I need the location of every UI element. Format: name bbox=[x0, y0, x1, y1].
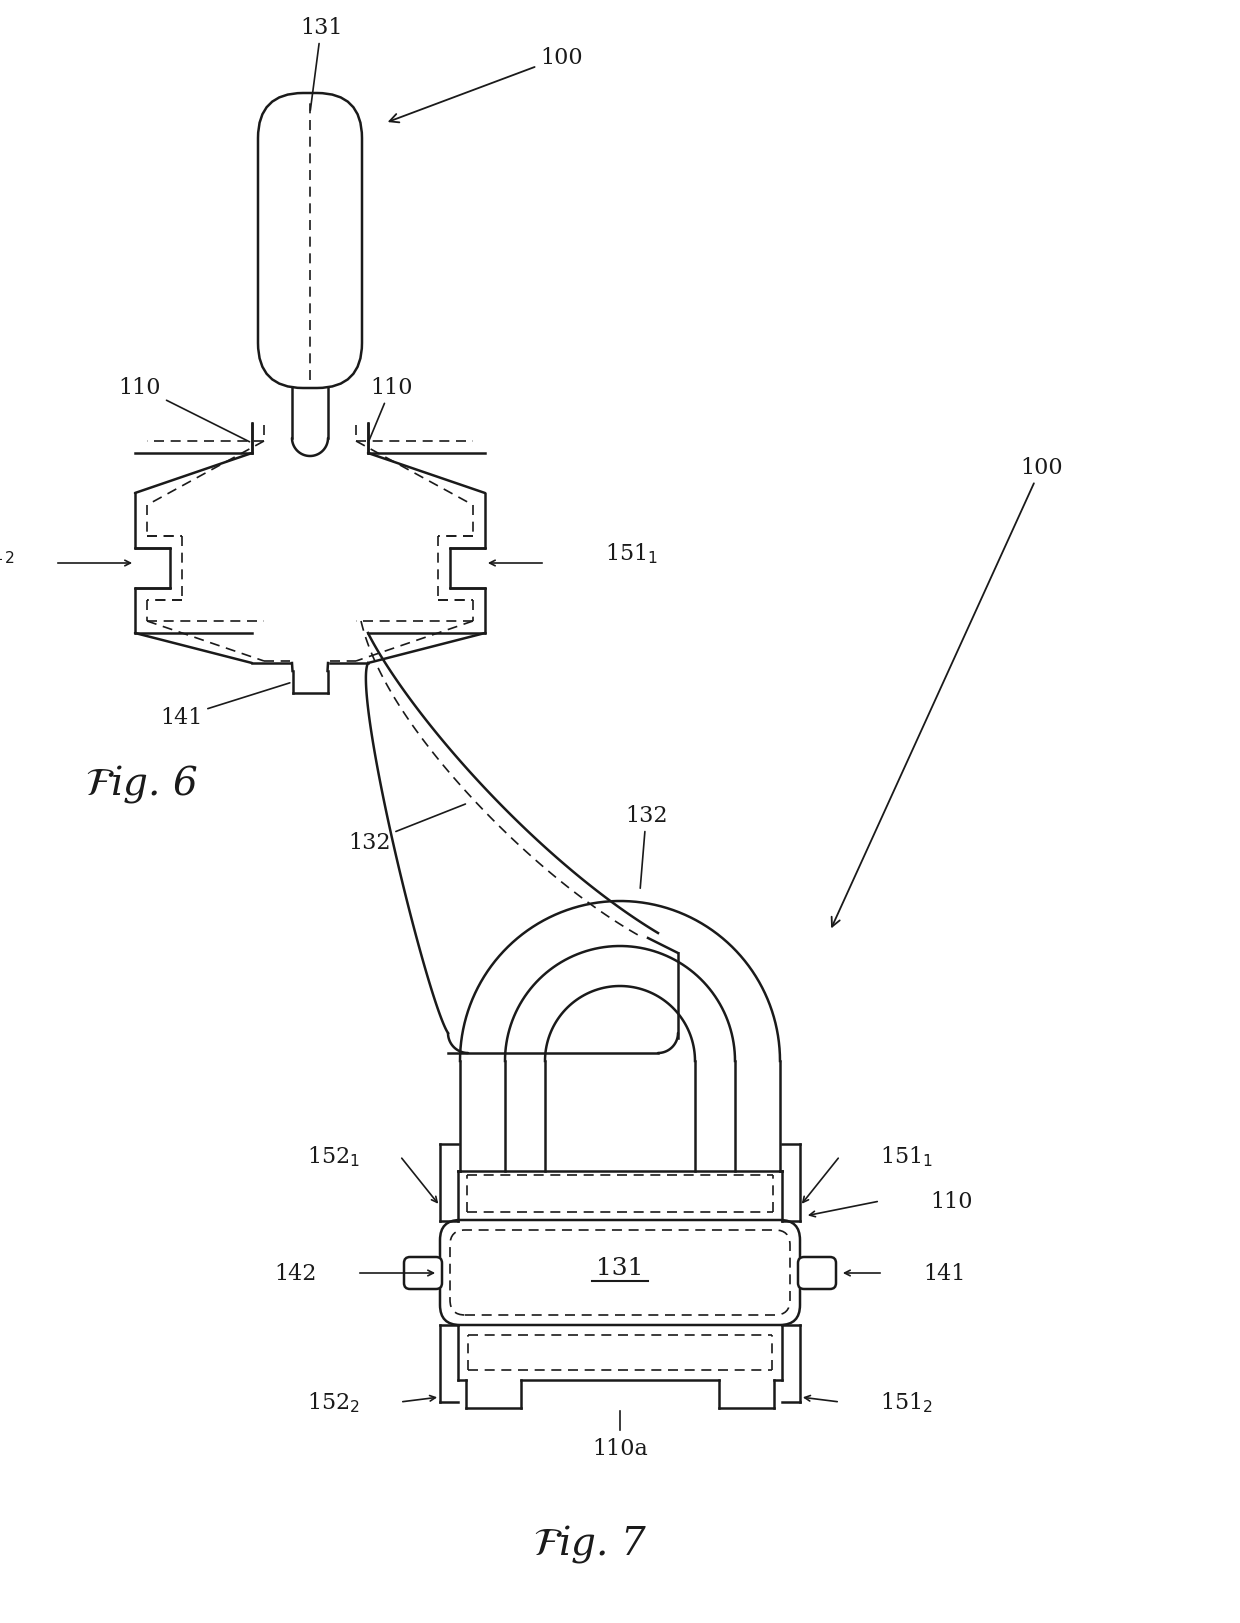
Text: 151$_1$: 151$_1$ bbox=[880, 1144, 932, 1169]
Text: 141: 141 bbox=[923, 1263, 966, 1284]
Text: 131: 131 bbox=[300, 16, 342, 112]
FancyBboxPatch shape bbox=[440, 1220, 800, 1326]
Text: 132: 132 bbox=[348, 805, 465, 854]
Text: 142: 142 bbox=[274, 1263, 317, 1284]
Text: 152$_1$: 152$_1$ bbox=[308, 1144, 360, 1169]
FancyBboxPatch shape bbox=[799, 1258, 836, 1289]
Text: 110: 110 bbox=[370, 377, 413, 441]
Text: 141: 141 bbox=[160, 683, 290, 729]
Text: 100: 100 bbox=[832, 456, 1063, 927]
Text: $\mathcal{F}$ig. 6: $\mathcal{F}$ig. 6 bbox=[86, 763, 198, 805]
Text: 110a: 110a bbox=[593, 1436, 647, 1459]
Text: 151$_1$: 151$_1$ bbox=[605, 542, 658, 566]
Text: 152$_2$: 152$_2$ bbox=[308, 1389, 360, 1414]
Text: 110: 110 bbox=[930, 1190, 972, 1212]
Text: 100: 100 bbox=[389, 47, 583, 123]
Text: 151$_2$: 151$_2$ bbox=[880, 1389, 932, 1414]
FancyBboxPatch shape bbox=[404, 1258, 441, 1289]
Text: 151$_2$: 151$_2$ bbox=[0, 542, 15, 566]
Text: $\mathcal{F}$ig. 7: $\mathcal{F}$ig. 7 bbox=[533, 1522, 647, 1565]
Text: 132: 132 bbox=[625, 805, 667, 889]
FancyBboxPatch shape bbox=[258, 94, 362, 390]
Text: 110: 110 bbox=[119, 377, 249, 443]
Text: 131: 131 bbox=[596, 1256, 644, 1279]
